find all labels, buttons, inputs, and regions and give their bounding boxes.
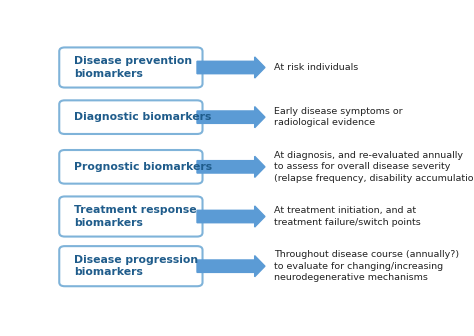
FancyArrow shape [197, 107, 265, 128]
Text: Disease progression
biomarkers: Disease progression biomarkers [74, 255, 198, 278]
Text: Diagnostic biomarkers: Diagnostic biomarkers [74, 112, 211, 122]
FancyArrow shape [197, 57, 265, 78]
FancyArrow shape [197, 156, 265, 177]
Text: Early disease symptoms or
radiological evidence: Early disease symptoms or radiological e… [274, 107, 403, 127]
Text: Treatment response
biomarkers: Treatment response biomarkers [74, 205, 197, 228]
FancyBboxPatch shape [59, 150, 202, 184]
Text: Prognostic biomarkers: Prognostic biomarkers [74, 162, 212, 172]
FancyBboxPatch shape [59, 100, 202, 134]
FancyArrow shape [197, 256, 265, 277]
Text: Disease prevention
biomarkers: Disease prevention biomarkers [74, 56, 192, 79]
Text: At treatment initiation, and at
treatment failure/switch points: At treatment initiation, and at treatmen… [274, 206, 421, 227]
Text: Throughout disease course (annually?)
to evaluate for changing/increasing
neurod: Throughout disease course (annually?) to… [274, 250, 459, 282]
FancyBboxPatch shape [59, 47, 202, 88]
FancyArrow shape [197, 206, 265, 227]
Text: At diagnosis, and re-evaluated annually
to assess for overall disease severity
(: At diagnosis, and re-evaluated annually … [274, 151, 474, 183]
FancyBboxPatch shape [59, 246, 202, 286]
Text: At risk individuals: At risk individuals [274, 63, 358, 72]
FancyBboxPatch shape [59, 197, 202, 237]
